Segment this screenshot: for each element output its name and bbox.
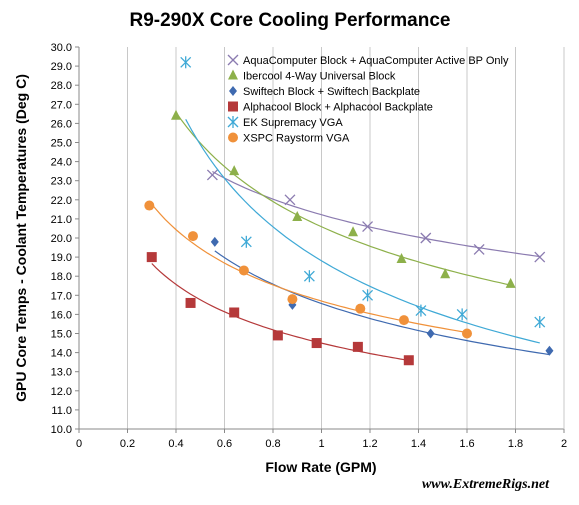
x-tick-label: 0.6 [217,438,232,450]
y-tick-label: 10.0 [51,424,72,436]
point-series-0-3 [420,232,432,244]
x-axis-title: Flow Rate (GPM) [265,459,376,475]
point-series-3-5 [352,341,363,352]
y-tick-label: 28.0 [51,80,72,92]
point-series-3-2 [229,307,240,318]
legend: AquaComputer Block + AquaComputer Active… [227,54,509,145]
trendline-series-5 [148,200,468,333]
y-tick-label: 17.0 [51,290,72,302]
point-series-1-2 [292,210,303,221]
x-tick-label: 2 [561,438,567,450]
point-series-3-3 [272,330,283,341]
legend-label-2: Swiftech Block + Swiftech Backplate [243,86,420,98]
point-series-5-4 [355,303,366,314]
point-series-2-2 [426,328,435,339]
y-tick-label: 29.0 [51,61,72,73]
y-tick-label: 27.0 [51,99,72,111]
y-tick-label: 16.0 [51,309,72,321]
axes [75,46,565,433]
point-series-0-0 [206,169,218,181]
point-series-4-4 [415,304,427,317]
y-tick-label: 24.0 [51,157,72,169]
point-series-3-4 [311,338,322,349]
x-tick-label: 0.4 [168,438,183,450]
legend-label-0: AquaComputer Block + AquaComputer Active… [243,55,509,67]
legend-marker-3 [228,101,238,112]
point-series-1-6 [505,277,516,288]
chart-title: R9-290X Core Cooling Performance [130,10,451,31]
data-points [144,56,554,366]
point-series-3-0 [146,252,157,263]
y-tick-label: 12.0 [51,386,72,398]
point-series-0-4 [473,244,485,255]
legend-marker-2 [229,86,237,96]
point-series-3-1 [185,297,196,308]
point-series-4-1 [240,235,252,248]
y-tick-label: 14.0 [51,348,72,360]
point-series-0-5 [534,251,546,263]
legend-label-5: XSPC Raystorm VGA [243,133,350,145]
point-series-0-1 [284,194,296,206]
x-tick-label: 1.6 [459,438,474,450]
point-series-1-0 [171,109,181,120]
y-tick-label: 30.0 [51,42,72,54]
legend-label-1: Ibercool 4-Way Universal Block [243,71,396,83]
point-series-4-0 [180,56,192,69]
point-series-2-0 [210,236,219,247]
y-tick-label: 19.0 [51,252,72,264]
trendlines [148,112,550,361]
point-series-5-6 [462,328,472,339]
trendline-series-0 [212,170,540,258]
point-series-5-2 [238,265,249,276]
y-tick-label: 22.0 [51,195,72,207]
point-series-3-6 [403,355,414,366]
watermark: www.ExtremeRigs.net [422,477,550,492]
y-tick-label: 25.0 [51,138,72,150]
point-series-4-2 [303,270,315,283]
point-series-1-1 [229,165,240,176]
y-tick-label: 26.0 [51,118,72,130]
x-tick-label: 1 [318,438,324,450]
point-series-4-6 [534,316,546,329]
point-series-0-2 [362,221,374,232]
x-tick-label: 0 [76,438,82,450]
point-series-5-1 [187,231,198,242]
point-series-4-5 [456,308,468,321]
y-tick-label: 21.0 [51,214,72,226]
point-series-4-3 [362,289,374,302]
x-tick-label: 0.2 [120,438,135,450]
point-series-1-3 [348,226,359,237]
legend-marker-5 [228,132,238,143]
y-tick-label: 15.0 [51,329,72,341]
legend-label-4: EK Supremacy VGA [243,117,343,129]
x-tick-label: 1.2 [362,438,377,450]
point-series-5-3 [287,294,298,305]
point-series-1-5 [440,268,451,279]
y-tick-label: 18.0 [51,271,72,283]
tick-labels: 10.0 11.0 12.0 13.0 14.0 15.0 16.0 17.0 18.0 19.0… [51,42,567,450]
legend-label-3: Alphacool Block + Alphacool Backplate [243,102,433,114]
y-tick-label: 11.0 [51,405,72,417]
legend-marker-0 [227,54,239,66]
trendline-series-4 [185,119,540,344]
point-series-5-5 [398,315,409,326]
y-tick-label: 23.0 [51,176,72,188]
y-tick-label: 13.0 [51,367,72,379]
x-tick-label: 0.8 [265,438,280,450]
y-tick-label: 20.0 [51,233,72,245]
point-series-5-0 [144,200,155,211]
trendline-series-2 [214,250,550,356]
point-series-1-4 [396,253,407,264]
point-series-2-3 [545,345,554,356]
y-axis-title: GPU Core Temps - Coolant Temperatures (D… [13,74,29,402]
legend-marker-1 [228,69,238,80]
x-tick-label: 1.4 [411,438,426,450]
legend-marker-4 [227,116,239,128]
x-tick-label: 1.8 [508,438,523,450]
